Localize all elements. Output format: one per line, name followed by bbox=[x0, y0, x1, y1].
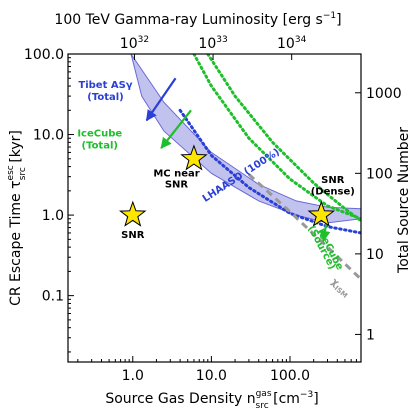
right-tick-label-2: 10 bbox=[366, 247, 384, 263]
annotation-7: SNR bbox=[321, 175, 345, 186]
right-tick-label-3: 1 bbox=[366, 327, 375, 343]
annotation-6: SNR bbox=[165, 180, 189, 191]
arrow-0 bbox=[145, 77, 177, 122]
series-line-1 bbox=[192, 54, 361, 221]
y-axis-title: CR Escape Time τesc src [kyr] bbox=[6, 130, 28, 306]
plot-frame bbox=[67, 53, 362, 363]
lhaaso-band bbox=[130, 54, 361, 224]
annotation-5: MC near bbox=[153, 169, 199, 180]
x-tick-label-2: 100.0 bbox=[270, 368, 310, 384]
series-line-0 bbox=[178, 108, 361, 235]
annotation-0: Tibet ASγ bbox=[78, 80, 132, 91]
star-marker-0 bbox=[118, 200, 147, 227]
top-tick-label-0: 1032 bbox=[120, 35, 149, 52]
arrow-2 bbox=[319, 222, 331, 242]
annotation-2: IceCube bbox=[77, 128, 122, 139]
x-axis-title: Source Gas Density ngas src [cm−3] bbox=[105, 389, 318, 411]
arrow-1 bbox=[160, 109, 192, 149]
star-marker-2 bbox=[307, 200, 336, 227]
series-line-3 bbox=[247, 173, 361, 281]
top-tick-label-1: 1033 bbox=[198, 35, 227, 52]
right-tick-label-0: 1000 bbox=[366, 86, 402, 102]
top-axis-title: 100 TeV Gamma-ray Luminosity [erg s−1] bbox=[54, 11, 341, 28]
y-tick-label-3: 100.0 bbox=[24, 47, 64, 63]
rotated-annotation-3: χISM bbox=[328, 276, 353, 300]
annotation-1: (Total) bbox=[87, 92, 123, 103]
y-tick-label-1: 1.0 bbox=[42, 208, 64, 224]
right-tick-label-1: 100 bbox=[366, 166, 393, 182]
series-line-2 bbox=[206, 54, 361, 223]
annotation-3: (Total) bbox=[82, 141, 118, 152]
y-tick-label-2: 10.0 bbox=[33, 128, 64, 144]
top-tick-label-2: 1034 bbox=[277, 35, 307, 52]
right-axis-title: Total Source Number bbox=[396, 127, 412, 274]
annotation-4: SNR bbox=[121, 230, 145, 241]
x-tick-label-0: 1.0 bbox=[122, 368, 144, 384]
y-tick-label-0: 0.1 bbox=[42, 289, 64, 305]
x-tick-label-1: 10.0 bbox=[196, 368, 227, 384]
annotation-8: (Dense) bbox=[311, 187, 355, 198]
star-marker-1 bbox=[180, 144, 208, 171]
